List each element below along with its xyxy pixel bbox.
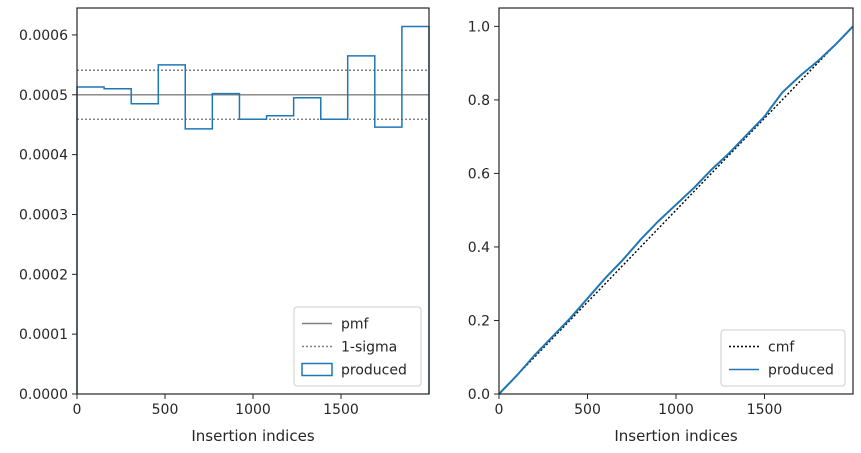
y-tick-label: 1.0 bbox=[468, 19, 490, 35]
x-tick-label: 1000 bbox=[658, 402, 694, 418]
legend-label-cmf: cmf bbox=[768, 340, 795, 356]
y-tick-label: 0.6 bbox=[468, 166, 490, 182]
y-tick-label: 0.0005 bbox=[19, 88, 68, 104]
left-chart: 0 500 1000 1500 0.0000 0.0001 0.0002 0.0003 0.00… bbox=[19, 7, 430, 445]
legend-label-1-sigma: 1-sigma bbox=[341, 340, 397, 356]
legend: pmf 1-sigma produced bbox=[293, 306, 422, 387]
legend-handle-produced bbox=[301, 362, 333, 377]
legend: cmf produced bbox=[720, 329, 846, 387]
y-tick-label: 0.4 bbox=[468, 240, 490, 256]
x-axis-title: Insertion indices bbox=[191, 427, 314, 445]
y-tick-label: 0.0004 bbox=[19, 148, 68, 164]
histogram-step-produced bbox=[76, 25, 430, 394]
x-tick-label: 1000 bbox=[235, 402, 271, 418]
legend-box bbox=[293, 306, 422, 387]
y-tick-label: 0.0 bbox=[468, 387, 490, 403]
legend-label-produced: produced bbox=[768, 363, 834, 379]
x-tick-label: 0 bbox=[73, 402, 82, 418]
y-tick-label: 0.2 bbox=[468, 313, 490, 329]
x-tick-label: 500 bbox=[574, 402, 601, 418]
x-tick-label: 1500 bbox=[323, 402, 359, 418]
series-produced-line bbox=[498, 25, 854, 395]
x-axis-title: Insertion indices bbox=[614, 427, 737, 445]
x-tick-label: 500 bbox=[152, 402, 179, 418]
y-tick-label: 0.0006 bbox=[19, 28, 68, 44]
legend-label-pmf: pmf bbox=[341, 317, 370, 333]
series-cmf-line bbox=[498, 25, 854, 395]
x-tick-label: 1500 bbox=[747, 402, 783, 418]
legend-box bbox=[720, 329, 846, 387]
y-tick-label: 0.0003 bbox=[19, 207, 68, 223]
y-tick-label: 0.8 bbox=[468, 93, 490, 109]
x-tick-label: 0 bbox=[495, 402, 504, 418]
y-tick-label: 0.0001 bbox=[19, 327, 68, 343]
y-tick-label: 0.0002 bbox=[19, 267, 68, 283]
y-tick-label: 0.0000 bbox=[19, 387, 68, 403]
right-chart: 0 500 1000 1500 0.0 0.2 0.4 0.6 0.8 1.0 Insertion … bbox=[468, 7, 854, 445]
legend-label-produced: produced bbox=[341, 363, 407, 379]
